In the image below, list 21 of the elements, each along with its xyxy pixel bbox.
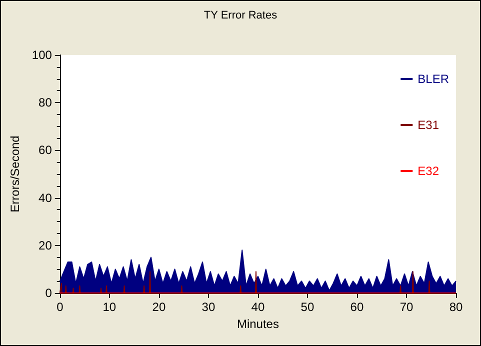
y-tick-label: 100: [32, 48, 52, 62]
y-tick-label: 20: [38, 238, 52, 252]
y-tick-label: 0: [45, 286, 52, 300]
x-tick-label: 0: [56, 300, 64, 314]
x-tick-label: 30: [202, 300, 216, 314]
legend-label: E32: [418, 164, 440, 178]
y-tick-label: 40: [38, 190, 52, 205]
x-tick-label: 20: [152, 300, 166, 314]
x-tick-label: 10: [102, 300, 116, 314]
legend-label: E31: [418, 118, 440, 132]
x-axis-title: Minutes: [236, 316, 279, 331]
y-tick-label: 60: [38, 143, 52, 158]
x-tick-label: 60: [350, 300, 364, 314]
y-tick-label: 80: [38, 96, 52, 110]
x-tick-label: 70: [400, 300, 414, 314]
chart-title: TY Error Rates: [204, 10, 278, 22]
x-tick-label: 80: [449, 300, 463, 314]
x-tick-label: 40: [251, 300, 265, 314]
y-axis-title: Errors/Second: [8, 136, 22, 212]
x-tick-label: 50: [300, 300, 314, 314]
legend-label: BLER: [418, 72, 450, 86]
